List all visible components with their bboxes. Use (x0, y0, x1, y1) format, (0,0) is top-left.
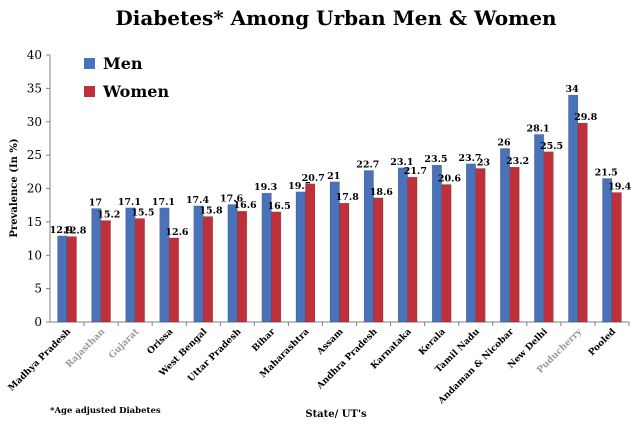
data-label-women: 15.5 (131, 208, 154, 219)
x-tick-label: Bihar (251, 327, 278, 354)
bar-women (203, 216, 214, 323)
x-tick-label: Assam (315, 327, 346, 358)
bar-men (431, 164, 442, 323)
bar-men (534, 134, 545, 323)
bar-women (407, 176, 418, 323)
y-axis-title: Prevalence (In %) (9, 138, 20, 237)
data-label-women: 12.6 (165, 227, 189, 238)
legend-swatch-women (84, 86, 95, 97)
bar-men (261, 192, 272, 323)
x-tick-label: Orissa (146, 327, 176, 357)
data-label-men: 21.5 (595, 167, 618, 178)
bar-men (465, 163, 476, 323)
data-label-women: 18.6 (370, 187, 394, 198)
data-label-women: 23 (477, 157, 490, 168)
chart-title: Diabetes* Among Urban Men & Women (115, 6, 557, 30)
y-tick-label: 10 (27, 248, 42, 262)
data-label-women: 15.8 (199, 206, 223, 217)
y-tick-label: 25 (27, 148, 42, 162)
bar-men (125, 207, 136, 323)
data-label-men: 19.5 (288, 181, 311, 192)
bar-men (91, 208, 102, 323)
footnote: *Age adjusted Diabetes (50, 406, 161, 416)
data-label-women: 19.4 (608, 182, 632, 193)
bar-men (227, 204, 238, 323)
x-tick-label: Gujarat (107, 326, 142, 361)
bar-women (66, 236, 77, 323)
data-label-men: 12.9 (50, 225, 74, 236)
data-label-men: 23.1 (390, 157, 413, 168)
bar-women (134, 218, 145, 323)
data-label-men: 17.1 (118, 197, 141, 208)
bar-women (543, 151, 554, 323)
y-tick-label: 5 (34, 282, 42, 296)
bar-men (193, 205, 204, 323)
data-label-men: 22.7 (356, 159, 379, 170)
bar-men (57, 235, 68, 323)
data-label-women: 17.8 (336, 192, 360, 203)
plot-area: 0 5 10 15 20 25 30 35 40 12.912.8 Madhya Pradesh 17… (7, 48, 632, 407)
bar-women (237, 210, 248, 323)
bar-women (577, 122, 588, 323)
data-label-women: 23.2 (506, 156, 529, 167)
bar-men (159, 207, 170, 323)
legend: Men Women (84, 54, 169, 101)
data-label-women: 16.6 (234, 200, 258, 211)
bar-men (397, 167, 408, 323)
bar-women (305, 183, 316, 323)
bar-women (168, 237, 179, 323)
data-label-women: 15.2 (97, 210, 120, 221)
legend-label-men: Men (103, 54, 143, 73)
data-label-men: 21 (327, 171, 340, 182)
data-label-women: 21.7 (404, 166, 427, 177)
data-label-men: 28.1 (527, 123, 550, 134)
bar-women (509, 166, 520, 323)
bar-women (373, 197, 384, 323)
data-label-women: 16.5 (268, 201, 291, 212)
y-tick-label: 35 (27, 81, 42, 95)
x-tick-label: Andhra Pradesh (315, 327, 380, 392)
legend-label-women: Women (102, 82, 169, 101)
x-tick-label: Kerala (417, 327, 448, 358)
data-label-men: 17.1 (152, 197, 175, 208)
data-label-men: 17 (89, 198, 102, 209)
x-tick-label: Pooled (587, 327, 619, 359)
data-label-women: 29.8 (574, 112, 598, 123)
bar-women (475, 168, 486, 323)
y-tick-label: 40 (27, 48, 42, 62)
x-axis-title: State/ UT's (305, 409, 367, 420)
bar-men (295, 191, 306, 323)
bar-women (100, 220, 111, 323)
data-label-men: 17.4 (186, 195, 210, 206)
data-label-men: 17.6 (220, 194, 244, 205)
data-label-men: 34 (566, 84, 580, 95)
y-tick-label: 15 (27, 215, 42, 229)
bar-women (339, 202, 350, 323)
x-tick-label: Madhya Pradesh (7, 327, 74, 394)
data-label-men: 26 (497, 137, 511, 148)
data-label-women: 25.5 (540, 141, 563, 152)
bar-women (271, 211, 282, 323)
data-label-men: 23.7 (458, 153, 481, 164)
bar-men (500, 148, 511, 323)
bar-men (568, 94, 579, 323)
y-tick-label: 20 (27, 182, 42, 196)
data-label-women: 12.8 (63, 226, 87, 237)
y-tick-label: 0 (34, 315, 42, 329)
data-label-women: 20.7 (302, 173, 325, 184)
data-label-women: 20.6 (438, 173, 462, 184)
bar-women (441, 184, 452, 323)
y-tick-label: 30 (27, 115, 42, 129)
data-label-men: 19.3 (254, 182, 277, 193)
legend-swatch-men (84, 58, 95, 69)
bar-women (611, 192, 622, 323)
data-label-men: 23.5 (424, 154, 447, 165)
bar-men (602, 178, 613, 323)
